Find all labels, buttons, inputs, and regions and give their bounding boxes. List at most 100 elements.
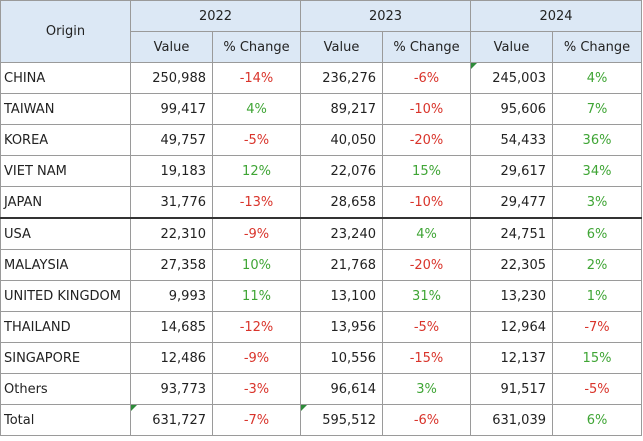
- value-2024-cell: 29,617: [470, 155, 553, 187]
- value-2022-cell: 19,183: [130, 155, 213, 187]
- origin-cell: Others: [0, 373, 131, 405]
- value-2024-cell: 22,305: [470, 249, 553, 281]
- change-2023-cell: -20%: [382, 249, 471, 281]
- value-2024-cell: 91,517: [470, 373, 553, 405]
- value-2022-cell: 99,417: [130, 93, 213, 125]
- value-2024-cell: 631,039: [470, 404, 553, 436]
- change-2022-cell: -14%: [212, 62, 301, 94]
- value-2023-cell: 13,100: [300, 280, 383, 312]
- change-2022-cell: -13%: [212, 186, 301, 219]
- origin-cell: KOREA: [0, 124, 131, 156]
- value-2023-cell: 10,556: [300, 342, 383, 374]
- change-2024-cell: 4%: [552, 62, 642, 94]
- table-row: THAILAND 14,685 -12% 13,956 -5% 12,964 -7%: [0, 311, 642, 343]
- change-2024-cell: 6%: [552, 404, 642, 436]
- table-row: SINGAPORE 12,486 -9% 10,556 -15% 12,137 15%: [0, 342, 642, 374]
- change-2023-cell: 4%: [382, 217, 471, 250]
- value-2022-cell: 14,685: [130, 311, 213, 343]
- origin-cell: THAILAND: [0, 311, 131, 343]
- table-row: TAIWAN 99,417 4% 89,217 -10% 95,606 7%: [0, 93, 642, 125]
- change-2023-cell: 15%: [382, 155, 471, 187]
- value-2024-cell: 245,003: [470, 62, 553, 94]
- table-row: JAPAN 31,776 -13% 28,658 -10% 29,477 3%: [0, 186, 642, 219]
- value-2024-cell: 12,964: [470, 311, 553, 343]
- value-2023-cell: 236,276: [300, 62, 383, 94]
- origin-cell: SINGAPORE: [0, 342, 131, 374]
- origin-cell: TAIWAN: [0, 93, 131, 125]
- change-2024-cell: -7%: [552, 311, 642, 343]
- header-change-2022: % Change: [212, 31, 301, 63]
- change-2024-cell: 15%: [552, 342, 642, 374]
- change-2023-cell: -10%: [382, 186, 471, 219]
- change-2024-cell: 6%: [552, 217, 642, 250]
- value-2022-cell: 631,727: [130, 404, 213, 436]
- header-value-2023: Value: [300, 31, 383, 63]
- origin-cell: Total: [0, 404, 131, 436]
- change-2022-cell: -5%: [212, 124, 301, 156]
- header-year-2024: 2024: [470, 0, 642, 32]
- value-2022-cell: 49,757: [130, 124, 213, 156]
- value-2024-cell: 12,137: [470, 342, 553, 374]
- change-2024-cell: 34%: [552, 155, 642, 187]
- value-2023-cell: 28,658: [300, 186, 383, 219]
- value-2022-cell: 27,358: [130, 249, 213, 281]
- header-change-2023: % Change: [382, 31, 471, 63]
- value-2023-cell: 595,512: [300, 404, 383, 436]
- change-2023-cell: -6%: [382, 62, 471, 94]
- change-2022-cell: -9%: [212, 217, 301, 250]
- change-2023-cell: 31%: [382, 280, 471, 312]
- header-value-2022: Value: [130, 31, 213, 63]
- change-2023-cell: -20%: [382, 124, 471, 156]
- header-year-2022: 2022: [130, 0, 301, 32]
- header-year-2023: 2023: [300, 0, 471, 32]
- change-2024-cell: -5%: [552, 373, 642, 405]
- value-2022-cell: 31,776: [130, 186, 213, 219]
- change-2022-cell: -3%: [212, 373, 301, 405]
- value-2024-cell: 13,230: [470, 280, 553, 312]
- change-2022-cell: 11%: [212, 280, 301, 312]
- table-row: UNITED KINGDOM 9,993 11% 13,100 31% 13,230 1%: [0, 280, 642, 312]
- change-2024-cell: 3%: [552, 186, 642, 219]
- table-row: Total 631,727 -7% 595,512 -6% 631,039 6%: [0, 404, 642, 436]
- value-2023-cell: 89,217: [300, 93, 383, 125]
- change-2022-cell: -7%: [212, 404, 301, 436]
- table-row: Others 93,773 -3% 96,614 3% 91,517 -5%: [0, 373, 642, 405]
- origin-cell: USA: [0, 217, 131, 250]
- header-value-2024: Value: [470, 31, 553, 63]
- change-2023-cell: -6%: [382, 404, 471, 436]
- value-2023-cell: 40,050: [300, 124, 383, 156]
- change-2024-cell: 36%: [552, 124, 642, 156]
- value-2024-cell: 29,477: [470, 186, 553, 219]
- table-row: KOREA 49,757 -5% 40,050 -20% 54,433 36%: [0, 124, 642, 156]
- value-2023-cell: 96,614: [300, 373, 383, 405]
- value-2024-cell: 54,433: [470, 124, 553, 156]
- change-2023-cell: -10%: [382, 93, 471, 125]
- change-2024-cell: 2%: [552, 249, 642, 281]
- origin-cell: MALAYSIA: [0, 249, 131, 281]
- change-2024-cell: 1%: [552, 280, 642, 312]
- value-2023-cell: 23,240: [300, 217, 383, 250]
- value-2023-cell: 21,768: [300, 249, 383, 281]
- table-row: VIET NAM 19,183 12% 22,076 15% 29,617 34%: [0, 155, 642, 187]
- table-row: USA 22,310 -9% 23,240 4% 24,751 6%: [0, 217, 642, 250]
- value-2022-cell: 12,486: [130, 342, 213, 374]
- value-2022-cell: 22,310: [130, 217, 213, 250]
- header-origin: Origin: [0, 0, 131, 63]
- origin-cell: VIET NAM: [0, 155, 131, 187]
- change-2022-cell: 4%: [212, 93, 301, 125]
- change-2023-cell: -5%: [382, 311, 471, 343]
- value-2023-cell: 13,956: [300, 311, 383, 343]
- value-2023-cell: 22,076: [300, 155, 383, 187]
- origin-cell: UNITED KINGDOM: [0, 280, 131, 312]
- table-body: CHINA 250,988 -14% 236,276 -6% 245,003 4% TAIWA…: [0, 62, 642, 436]
- change-2023-cell: -15%: [382, 342, 471, 374]
- table-row: MALAYSIA 27,358 10% 21,768 -20% 22,305 2%: [0, 249, 642, 281]
- change-2022-cell: 12%: [212, 155, 301, 187]
- change-2022-cell: -9%: [212, 342, 301, 374]
- table-row: CHINA 250,988 -14% 236,276 -6% 245,003 4%: [0, 62, 642, 94]
- change-2023-cell: 3%: [382, 373, 471, 405]
- value-2022-cell: 9,993: [130, 280, 213, 312]
- origin-cell: JAPAN: [0, 186, 131, 219]
- origin-cell: CHINA: [0, 62, 131, 94]
